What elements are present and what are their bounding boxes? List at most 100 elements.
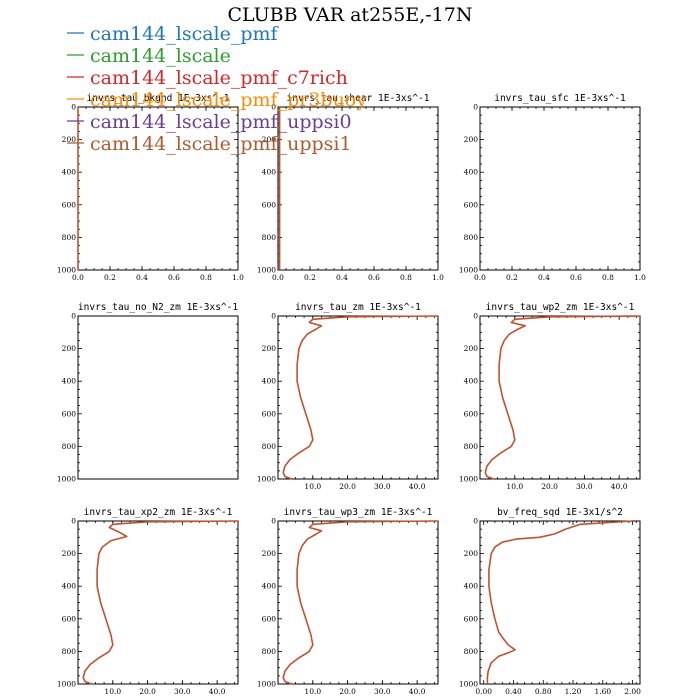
panel-7: invrs_tau_xp2_zm 1E-3xs^-1 0 200 400 600 800 1… bbox=[57, 507, 239, 696]
series-line bbox=[486, 520, 633, 684]
y-tick-label: 0 bbox=[473, 517, 478, 526]
y-tick-label: 400 bbox=[62, 168, 77, 177]
x-tick-label: 0.6 bbox=[168, 273, 180, 282]
y-tick-label: 800 bbox=[62, 442, 77, 451]
y-tick-label: 400 bbox=[262, 582, 277, 591]
y-tick-label: 800 bbox=[464, 442, 479, 451]
x-tick-label: 30.0 bbox=[576, 482, 593, 491]
legend-label: cam144_lscale_pmf bbox=[90, 23, 280, 45]
x-tick-label: 10.0 bbox=[304, 482, 321, 491]
legend: cam144_lscale_pmfcam144_lscalecam144_lsc… bbox=[67, 23, 367, 155]
x-tick-label: 0.00 bbox=[475, 687, 492, 696]
y-tick-label: 1000 bbox=[257, 475, 276, 484]
y-tick-label: 0 bbox=[271, 312, 276, 321]
x-tick-label: 40.0 bbox=[611, 482, 628, 491]
panel-8: invrs_tau_wp3_zm 1E-3xs^-1 0 200 400 600 800 1… bbox=[257, 507, 439, 696]
y-tick-label: 400 bbox=[62, 377, 77, 386]
y-tick-label: 1000 bbox=[459, 680, 478, 689]
x-tick-label: 10.0 bbox=[506, 482, 523, 491]
x-tick-label: 0.8 bbox=[400, 273, 412, 282]
x-tick-label: 0.2 bbox=[304, 273, 316, 282]
legend-entry: cam144_lscale_pmf_c7rich bbox=[67, 67, 348, 89]
y-tick-label: 0 bbox=[71, 103, 76, 112]
panel-title: invrs_tau_no_N2_zm 1E-3xs^-1 bbox=[78, 302, 238, 313]
panel-9: bv_freq_sqd 1E-3x1/s^2020040060080010000… bbox=[459, 507, 641, 696]
y-tick-label: 800 bbox=[464, 233, 479, 242]
y-tick-label: 1000 bbox=[459, 475, 478, 484]
x-tick-label: 0.6 bbox=[368, 273, 380, 282]
panel-title: invrs_tau_shear 1E-3xs^-1 bbox=[287, 93, 430, 104]
x-tick-label: 40.0 bbox=[409, 482, 426, 491]
x-tick-label: 1.0 bbox=[634, 273, 646, 282]
y-tick-label: 600 bbox=[262, 614, 277, 623]
legend-entry: cam144_lscale_pmf_uppsi0 bbox=[67, 111, 352, 133]
x-tick-label: 10.0 bbox=[104, 687, 121, 696]
y-tick-label: 800 bbox=[262, 442, 277, 451]
y-tick-label: 600 bbox=[464, 200, 479, 209]
y-tick-label: 400 bbox=[464, 168, 479, 177]
y-tick-label: 0 bbox=[71, 517, 76, 526]
panel-6: invrs_tau_wp2_zm 1E-3xs^-1 0 200 400 600 800 1… bbox=[459, 302, 641, 491]
y-tick-label: 400 bbox=[262, 377, 277, 386]
legend-label: cam144_lscale_pmf_pr3buoy bbox=[90, 89, 367, 111]
x-tick-label: 0.4 bbox=[538, 273, 550, 282]
plot-frame bbox=[479, 520, 641, 685]
legend-label: cam144_lscale_pmf_c7rich bbox=[90, 67, 348, 89]
x-tick-label: 20.0 bbox=[339, 687, 356, 696]
x-tick-label: 1.60 bbox=[594, 687, 611, 696]
x-tick-label: 0.4 bbox=[336, 273, 348, 282]
y-tick-label: 600 bbox=[62, 200, 77, 209]
x-tick-label: 0.0 bbox=[474, 273, 486, 282]
panel-title: invrs_tau_sfc 1E-3xs^-1 bbox=[494, 93, 626, 104]
legend-entry: cam144_lscale bbox=[67, 45, 231, 67]
panel-title: invrs_tau_xp2_zm 1E-3xs^-1 bbox=[84, 507, 233, 518]
series-line bbox=[282, 520, 439, 685]
y-tick-label: 200 bbox=[262, 344, 277, 353]
y-tick-label: 0 bbox=[271, 517, 276, 526]
x-tick-label: 30.0 bbox=[174, 687, 191, 696]
y-tick-label: 1000 bbox=[257, 266, 276, 275]
legend-label: cam144_lscale bbox=[90, 45, 231, 67]
y-tick-label: 200 bbox=[62, 344, 77, 353]
x-tick-label: 10.0 bbox=[304, 687, 321, 696]
x-tick-label: 40.0 bbox=[409, 687, 426, 696]
x-tick-label: 1.20 bbox=[565, 687, 582, 696]
x-tick-label: 30.0 bbox=[374, 482, 391, 491]
legend-entry: cam144_lscale_pmf_pr3buoy bbox=[67, 89, 367, 111]
y-tick-label: 400 bbox=[464, 582, 479, 591]
x-tick-label: 1.0 bbox=[232, 273, 244, 282]
y-tick-label: 200 bbox=[464, 549, 479, 558]
legend-label: cam144_lscale_pmf_uppsi1 bbox=[90, 133, 352, 155]
x-tick-label: 1.0 bbox=[432, 273, 444, 282]
panel-title: invrs_tau_zm 1E-3xs^-1 bbox=[295, 302, 421, 313]
x-tick-label: 0.2 bbox=[506, 273, 518, 282]
y-tick-label: 1000 bbox=[459, 266, 478, 275]
plot-frame bbox=[77, 315, 239, 480]
panel-2: invrs_tau_shear 1E-3xs^-1 0 200 400 600 800 10… bbox=[257, 93, 444, 282]
y-tick-label: 600 bbox=[62, 409, 77, 418]
panel-title: invrs_tau_wp2_zm 1E-3xs^-1 bbox=[486, 302, 635, 313]
legend-entry: cam144_lscale_pmf_uppsi1 bbox=[67, 133, 352, 155]
x-tick-label: 20.0 bbox=[139, 687, 156, 696]
panel-4: invrs_tau_no_N2_zm 1E-3xs^-10 200 400 600 80… bbox=[57, 302, 239, 484]
x-tick-label: 0.6 bbox=[570, 273, 582, 282]
y-tick-label: 400 bbox=[62, 582, 77, 591]
y-tick-label: 1000 bbox=[57, 475, 76, 484]
panel-3: invrs_tau_sfc 1E-3xs^-1 0 200 400 600 800 1000… bbox=[459, 93, 646, 282]
y-tick-label: 0 bbox=[473, 312, 478, 321]
legend-entry: cam144_lscale_pmf bbox=[67, 23, 280, 45]
x-tick-label: 40.0 bbox=[209, 687, 226, 696]
y-tick-label: 200 bbox=[62, 549, 77, 558]
x-tick-label: 20.0 bbox=[541, 482, 558, 491]
y-tick-label: 1000 bbox=[57, 266, 76, 275]
y-tick-label: 1000 bbox=[57, 680, 76, 689]
plot-frame bbox=[479, 106, 641, 271]
panel-1: invrs_tau_bkgnd 1E-3xs^-1 0 200 400 600 800 10… bbox=[57, 93, 244, 282]
series-line bbox=[282, 315, 439, 480]
x-tick-label: 0.8 bbox=[602, 273, 614, 282]
y-tick-label: 400 bbox=[262, 168, 277, 177]
y-tick-label: 600 bbox=[464, 614, 479, 623]
panel-title: invrs_tau_bkgnd 1E-3xs^-1 bbox=[87, 93, 230, 104]
x-tick-label: 0.0 bbox=[272, 273, 284, 282]
